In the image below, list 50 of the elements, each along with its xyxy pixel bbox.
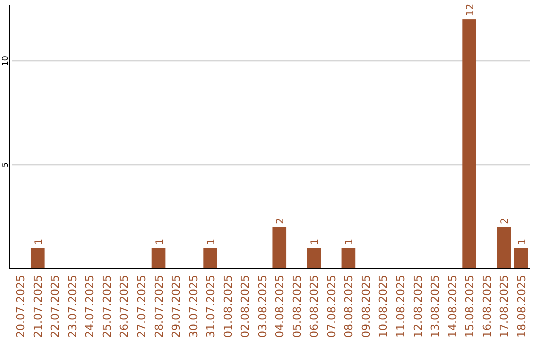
bar (30, 248, 45, 269)
data-label: 2 (500, 218, 512, 224)
y-tick-label: 5 (1, 162, 10, 168)
data-label: 1 (344, 238, 356, 246)
x-tick-label: 20.07.2025 (14, 275, 28, 338)
x-tick-label: 15.08.2025 (464, 275, 477, 338)
x-tick-label: 27.07.2025 (136, 275, 148, 338)
data-label: 1 (206, 238, 218, 246)
x-tick-label: 03.08.2025 (256, 275, 270, 338)
x-tick-label: 11.08.2025 (394, 275, 408, 338)
x-tick-label: 26.07.2025 (118, 275, 132, 338)
x-tick-label: 12.08.2025 (412, 275, 425, 338)
x-tick-label: 25.07.2025 (100, 275, 114, 338)
bar (462, 20, 476, 269)
x-tick-label: 21.07.2025 (32, 275, 45, 338)
data-label: 1 (34, 238, 45, 246)
x-tick-label: 18.08.2025 (515, 275, 528, 338)
x-tick-label: 01.08.2025 (222, 275, 235, 338)
data-label: 1 (310, 238, 322, 246)
x-tick-label: 16.08.2025 (480, 275, 494, 338)
x-tick-label: 02.08.2025 (239, 275, 252, 338)
data-label: 12 (466, 4, 477, 17)
x-tick-label: 04.08.2025 (274, 275, 287, 338)
x-tick-label: 07.08.2025 (325, 275, 338, 338)
data-label: 2 (276, 218, 287, 224)
bar (497, 227, 512, 269)
bar (342, 248, 356, 269)
bar (152, 248, 166, 269)
bar (307, 248, 322, 269)
bar (272, 227, 287, 269)
x-tick-label: 22.07.2025 (49, 275, 62, 338)
bar (204, 248, 218, 269)
y-tick-label: 10 (1, 56, 10, 66)
x-tick-label: 06.08.2025 (308, 275, 322, 338)
x-tick-label: 28.07.2025 (152, 275, 166, 338)
x-tick-label: 23.07.2025 (66, 275, 80, 338)
x-tick-label: 13.08.2025 (429, 275, 442, 338)
x-tick-label: 08.08.2025 (342, 275, 356, 338)
data-label: 1 (517, 238, 528, 246)
x-tick-label: 17.08.2025 (498, 275, 512, 338)
x-tick-label: 29.07.2025 (170, 275, 184, 338)
x-tick-label: 30.07.2025 (187, 275, 200, 338)
x-tick-label: 09.08.2025 (360, 275, 373, 338)
x-tick-label: 10.08.2025 (377, 275, 390, 338)
x-tick-label: 24.07.2025 (84, 275, 97, 338)
x-tick-label: 05.08.2025 (290, 275, 304, 338)
x-tick-label: 31.07.2025 (204, 275, 218, 338)
data-label: 1 (154, 238, 166, 246)
x-tick-label: 14.08.2025 (446, 275, 460, 338)
bar (514, 248, 528, 269)
